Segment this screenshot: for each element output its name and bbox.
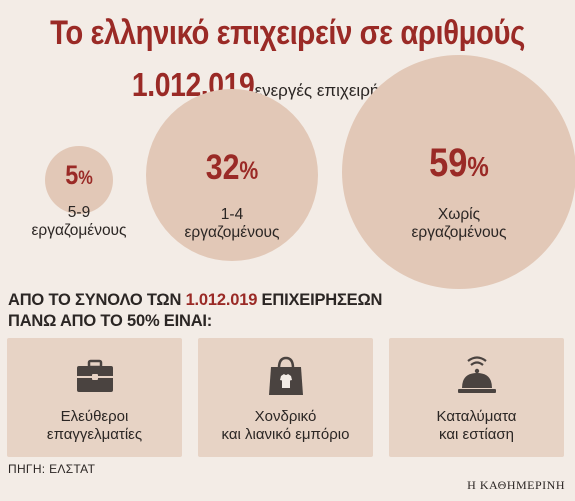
headline-prefix: ΑΠΟ ΤΟ ΣΥΝΟΛΟ ΤΩΝ bbox=[8, 291, 186, 309]
bubble-category-label: Χωρίς εργαζομένους bbox=[411, 206, 506, 242]
shopping-bag-icon bbox=[268, 356, 303, 395]
service-bell-icon bbox=[457, 356, 496, 393]
bubble-value: 59 bbox=[429, 140, 468, 185]
bubble-category-label: 5-9 εργαζομένους bbox=[31, 204, 126, 240]
bubble-value-label: 5% bbox=[27, 159, 130, 191]
card-label-line-1: Ελεύθεροι bbox=[60, 408, 129, 425]
bubble-category-line: εργαζομένους bbox=[411, 224, 507, 241]
card-label: Ελεύθεροι επαγγελματίες bbox=[7, 408, 182, 444]
bubble-3 bbox=[342, 55, 575, 289]
headline: ΑΠΟ ΤΟ ΣΥΝΟΛΟ ΤΩΝ 1.012.019 ΕΠΙΧΕΙΡΗΣΕΩΝ… bbox=[8, 290, 382, 332]
headline-line-2: ΠΑΝΩ ΑΠΟ ΤΟ 50% ΕΙΝΑΙ: bbox=[8, 312, 213, 330]
bubble-category-label: 1-4 εργαζομένους bbox=[184, 206, 279, 242]
source-note: ΠΗΓΗ: ΕΛΣΤΑΤ bbox=[8, 462, 96, 476]
bubble-value: 5 bbox=[65, 158, 79, 190]
bubble-category-line: εργαζομένους bbox=[31, 222, 127, 239]
bubble-category-line: 1-4 bbox=[220, 206, 244, 223]
percent-sign: % bbox=[239, 157, 259, 185]
card-label: Χονδρικό και λιανικό εμπόριο bbox=[198, 408, 373, 444]
bubble-2 bbox=[145, 88, 319, 262]
brand-logo: Η ΚΑΘΗΜΕΡΙΝΗ bbox=[467, 478, 565, 492]
percent-sign: % bbox=[78, 167, 93, 189]
bubble-category-line: εργαζομένους bbox=[184, 224, 280, 241]
card-label-line-1: Καταλύματα bbox=[436, 408, 517, 425]
briefcase-icon bbox=[76, 359, 113, 392]
page-title: Το ελληνικό επιχειρείν σε αριθμούς bbox=[50, 14, 525, 52]
card-commerce: Χονδρικό και λιανικό εμπόριο bbox=[198, 338, 373, 457]
headline-line-1: ΑΠΟ ΤΟ ΣΥΝΟΛΟ ΤΩΝ 1.012.019 ΕΠΙΧΕΙΡΗΣΕΩΝ bbox=[8, 290, 382, 311]
headline-suffix: ΕΠΙΧΕΙΡΗΣΕΩΝ bbox=[257, 291, 383, 309]
card-label: Καταλύματα και εστίαση bbox=[389, 408, 564, 444]
card-label-line-2: επαγγελματίες bbox=[46, 426, 143, 443]
percent-sign: % bbox=[467, 150, 489, 182]
bubble-value: 32 bbox=[205, 147, 240, 187]
bubble-category-line: Χωρίς bbox=[437, 206, 481, 223]
bubble-value-label: 59% bbox=[407, 141, 510, 186]
card-label-line-1: Χονδρικό bbox=[254, 408, 317, 425]
bubble-value-label: 32% bbox=[180, 148, 283, 188]
card-freelancers: Ελεύθεροι επαγγελματίες bbox=[7, 338, 182, 457]
card-label-line-2: και εστίαση bbox=[439, 426, 514, 443]
bubble-category-line: 5-9 bbox=[67, 204, 91, 221]
headline-highlight: 1.012.019 bbox=[185, 291, 258, 309]
card-hospitality: Καταλύματα και εστίαση bbox=[389, 338, 564, 457]
bubble-1 bbox=[44, 145, 114, 215]
card-label-line-2: και λιανικό εμπόριο bbox=[221, 426, 350, 443]
